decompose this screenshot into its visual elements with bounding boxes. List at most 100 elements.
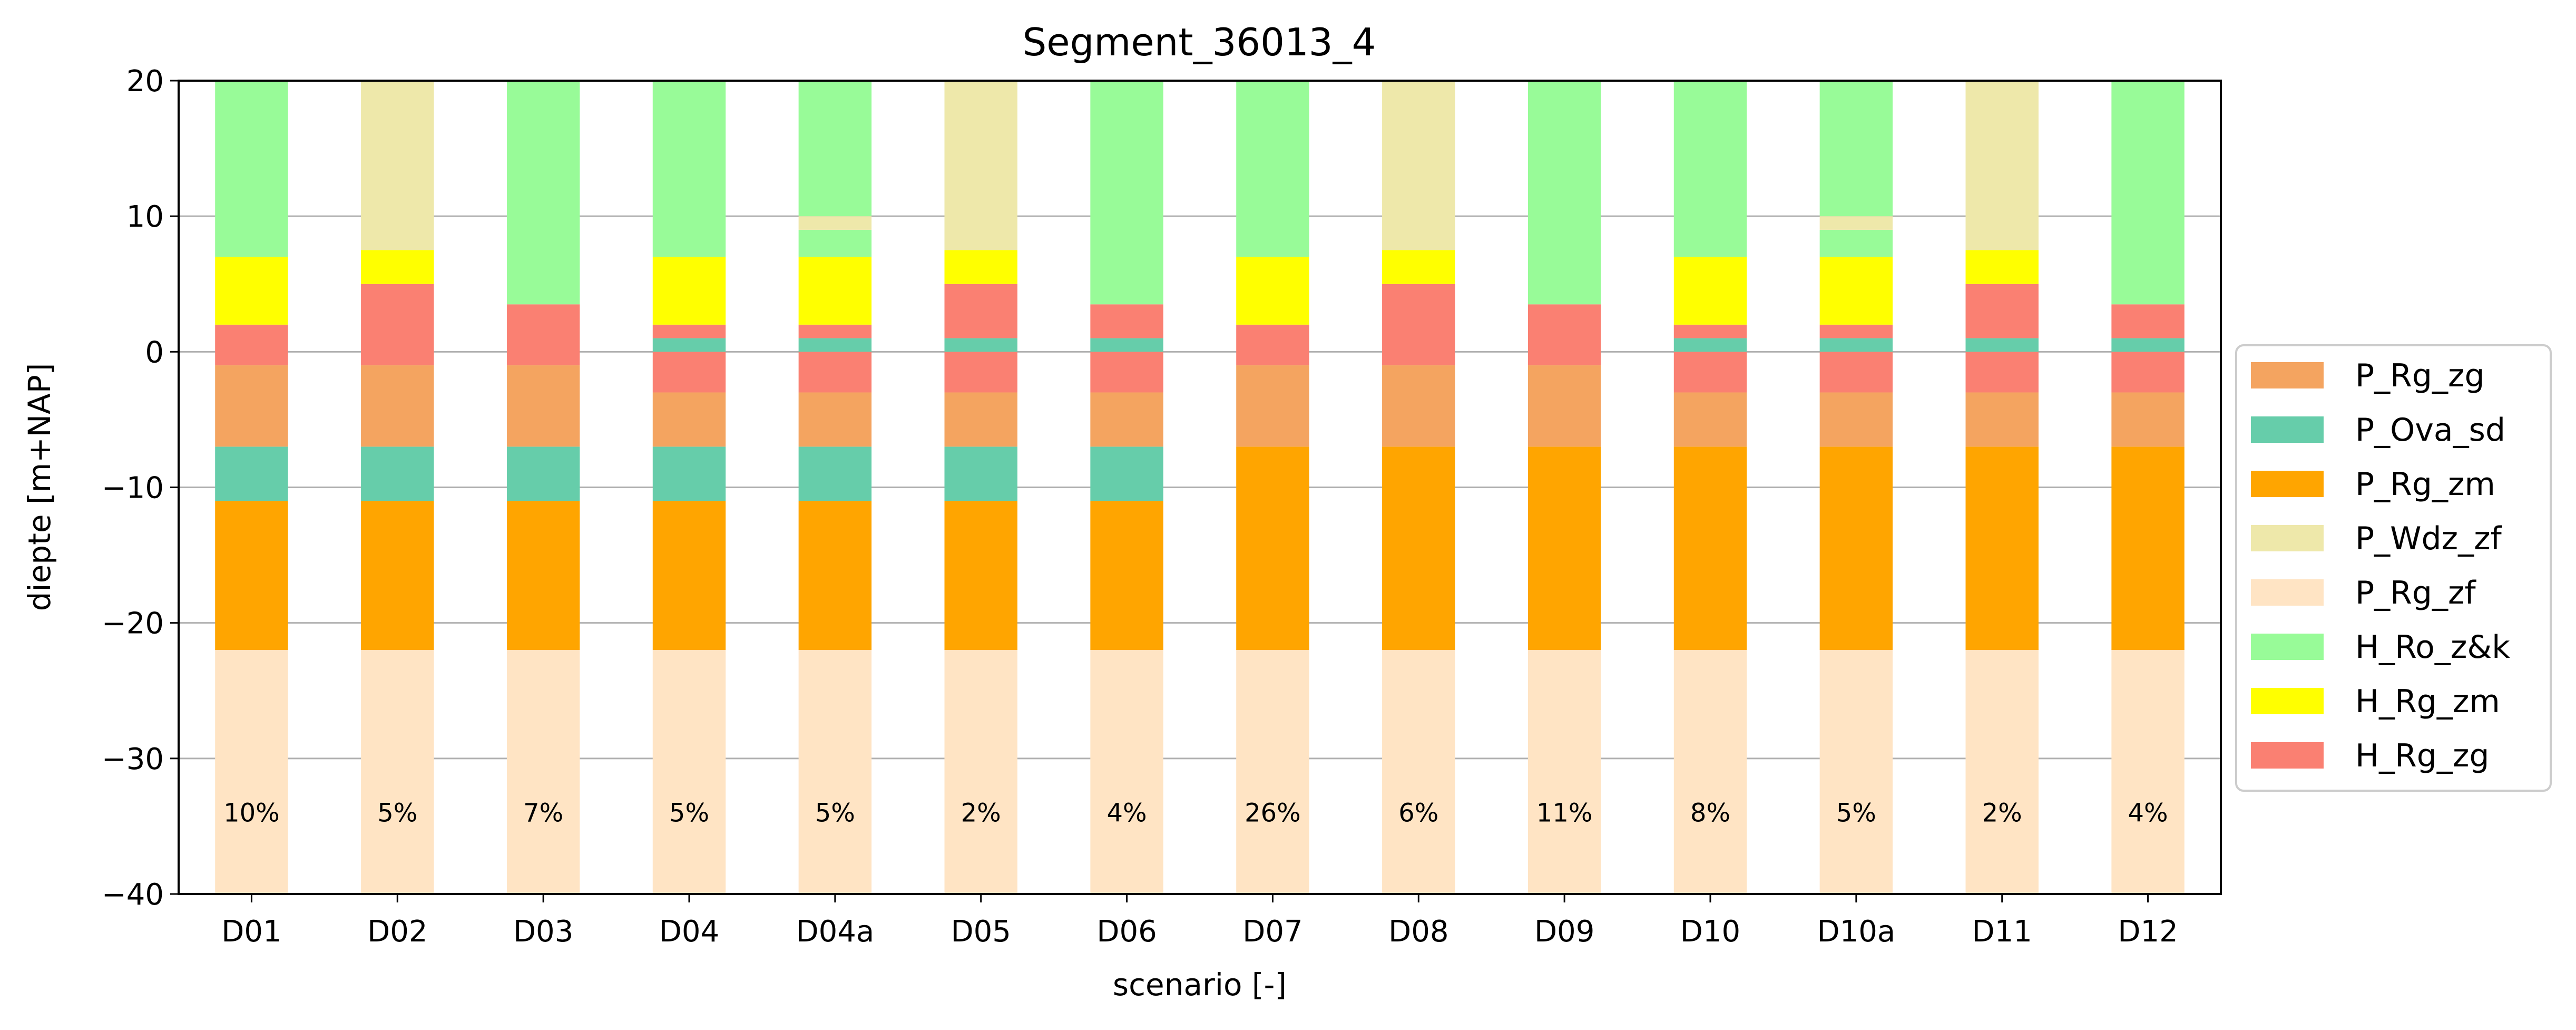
bar-segment-p-rg-zm [1527,446,1601,650]
bar-segment-p-rg-zg [1673,392,1747,447]
bar-segment-h-rg-zg [944,352,1017,393]
bar-segment-p-rg-zm [1965,446,2039,650]
bar-labels: 10% 5% 7% 5% 5% 2% 4% 26% 6% 11% 8% 5% 2% 4% [223,799,2168,828]
bar-segment-p-rg-zg [2111,392,2185,447]
bar-segment-p-rg-zf [1673,650,1747,894]
bar-segment-p-rg-zg [1090,392,1163,447]
bar-stack-D06 [1090,81,1163,894]
legend-label: P_Ova_sd [2355,412,2505,449]
bar-segment-p-rg-zf [1382,650,1455,894]
bar-percent-label: 5% [377,799,417,828]
bar-percent-label: 2% [1982,799,2022,828]
bar-segment-h-ro-z-k [798,81,872,217]
x-tick-label: D02 [367,915,427,949]
bar-percent-label: 4% [1106,799,1147,828]
bar-segment-h-ro-z-k [1236,81,1309,257]
bar-segment-p-rg-zg [361,365,434,447]
x-tick-label: D07 [1242,915,1302,949]
bar-segment-h-rg-zg [1090,352,1163,393]
y-tick-label: 0 [145,335,164,370]
bar-segment-p-rg-zm [1819,446,1893,650]
bar-segment-p-ova-sd [506,446,580,501]
bar-segment-h-rg-zg [1090,304,1163,338]
bar-segment-p-ova-sd [1673,338,1747,352]
bar-segment-h-rg-zg [1819,352,1893,393]
bar-segment-p-rg-zf [1527,650,1601,894]
bar-stack-D10a [1819,81,1893,894]
bar-segment-p-rg-zf [652,650,726,894]
bar-segment-p-rg-zm [944,501,1017,650]
legend-swatch [2251,525,2324,551]
bar-percent-label: 7% [523,799,563,828]
bar-segment-p-ova-sd [1090,446,1163,501]
bar-segment-p-rg-zg [506,365,580,447]
x-tick-label: D04 [659,915,719,949]
bar-percent-label: 26% [1245,799,1301,828]
bar-segment-p-ova-sd [1965,338,2039,352]
bar-segment-h-rg-zm [1819,257,1893,325]
bar-segment-p-rg-zg [1965,392,2039,447]
bar-segment-p-rg-zm [652,501,726,650]
bar-segment-h-rg-zg [361,284,434,366]
bar-segment-h-rg-zm [652,257,726,325]
bar-segment-h-ro-z-k [1819,81,1893,217]
bar-segment-h-ro-z-k [1819,229,1893,257]
bar-segment-h-rg-zg [1819,324,1893,338]
bar-segment-h-rg-zg [506,304,580,366]
bar-segment-p-rg-zm [798,501,872,650]
bar-segment-h-rg-zg [1236,324,1309,366]
legend-label: P_Wdz_zf [2355,520,2503,557]
bar-segment-h-rg-zm [361,250,434,284]
bar-segment-p-wdz-zf [361,81,434,250]
bar-segment-p-rg-zg [944,392,1017,447]
y-tick-label: 10 [126,200,164,234]
bar-segment-h-rg-zg [2111,304,2185,338]
x-tick-label: D03 [513,915,573,949]
bar-stack-D03 [506,81,580,894]
bar-segment-p-rg-zf [1090,650,1163,894]
bar-segment-p-rg-zm [1673,446,1747,650]
y-tick-label: 20 [126,64,164,99]
bar-segment-h-rg-zm [1965,250,2039,284]
legend-label: H_Ro_z&k [2355,629,2510,666]
bar-segment-p-rg-zg [215,365,288,447]
bar-percent-label: 4% [2128,799,2168,828]
bars [215,81,2185,894]
bar-segment-p-rg-zf [361,650,434,894]
legend-swatch [2251,688,2324,714]
bar-segment-h-ro-z-k [506,81,580,305]
bar-percent-label: 5% [1836,799,1876,828]
bar-stack-D12 [2111,81,2185,894]
bar-segment-p-ova-sd [798,446,872,501]
legend-label: H_Rg_zm [2355,683,2500,720]
x-axis-title: scenario [-] [1113,967,1287,1003]
bar-segment-h-rg-zm [1236,257,1309,325]
bar-segment-p-rg-zm [506,501,580,650]
bar-segment-h-rg-zg [798,352,872,393]
bar-segment-h-ro-z-k [1673,81,1747,257]
legend-frame [2235,344,2552,792]
bar-percent-label: 10% [223,799,280,828]
bar-stack-D04 [652,81,726,894]
y-tick-label: −30 [102,742,164,776]
bar-segment-h-rg-zm [798,257,872,325]
legend-label: P_Rg_zg [2355,357,2485,394]
bar-segment-h-rg-zg [944,284,1017,338]
bar-segment-p-ova-sd [944,446,1017,501]
bar-segment-p-ova-sd [652,338,726,352]
bar-segment-h-rg-zg [215,324,288,366]
bar-segment-p-rg-zf [1236,650,1309,894]
bar-percent-label: 8% [1690,799,1730,828]
bar-segment-h-rg-zg [1965,352,2039,393]
bar-segment-p-rg-zg [1527,365,1601,447]
x-tick-label: D01 [221,915,281,949]
bar-segment-p-wdz-zf [1819,216,1893,230]
bar-segment-h-ro-z-k [652,81,726,257]
legend-items: P_Rg_zg P_Ova_sd P_Rg_zm P_Wdz_zf P_Rg_zf H_R… [2251,357,2510,774]
gridlines [179,215,2221,760]
bar-segment-p-rg-zf [944,650,1017,894]
bar-percent-label: 11% [1536,799,1593,828]
y-tick-label: −10 [102,471,164,506]
x-tick-label: D10 [1680,915,1740,949]
